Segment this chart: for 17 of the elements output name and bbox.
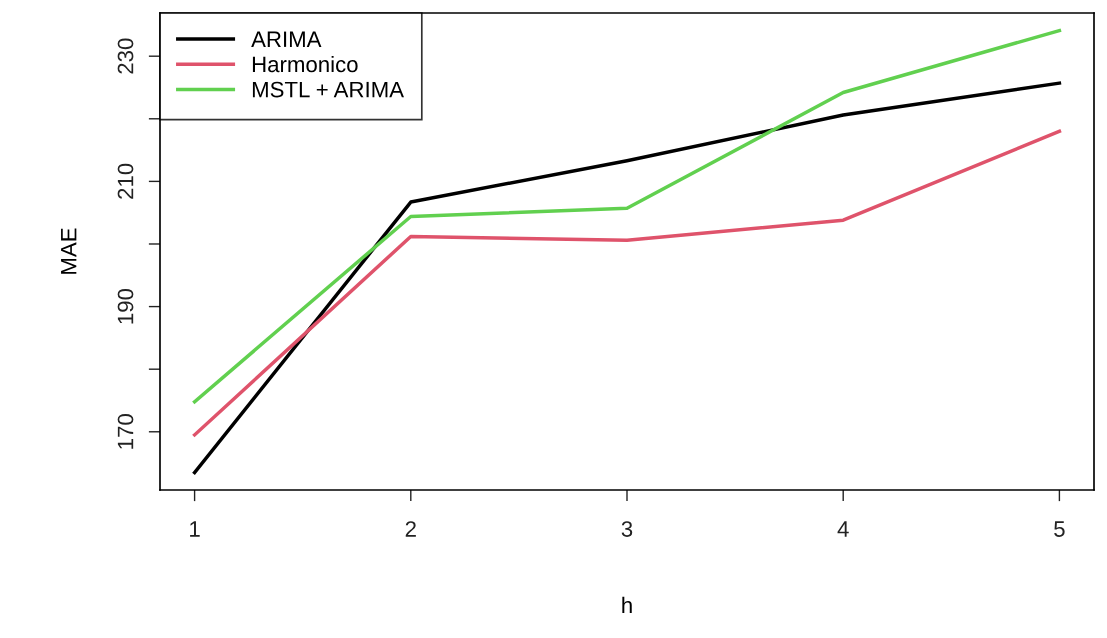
line-series (192, 129, 1062, 437)
y-axis-title: MAE (61, 228, 77, 274)
legend-label: Harmonico (252, 55, 358, 73)
y-tick-label: 230 (117, 38, 134, 74)
y-tick-label: 190 (117, 288, 134, 324)
y-tick-label: 210 (117, 163, 134, 199)
x-tick-label: 2 (405, 521, 416, 537)
x-tick-label: 5 (1054, 521, 1065, 537)
legend-label: MSTL + ARIMA (252, 81, 404, 98)
x-tick-label: 1 (190, 521, 200, 537)
line-series (192, 81, 1062, 475)
x-axis-title: h (622, 596, 632, 613)
line-series (192, 28, 1062, 404)
x-tick-label: 3 (621, 521, 633, 537)
legend-label: ARIMA (251, 31, 322, 47)
x-tick-label: 4 (837, 521, 849, 537)
y-tick-label: 170 (117, 414, 134, 449)
